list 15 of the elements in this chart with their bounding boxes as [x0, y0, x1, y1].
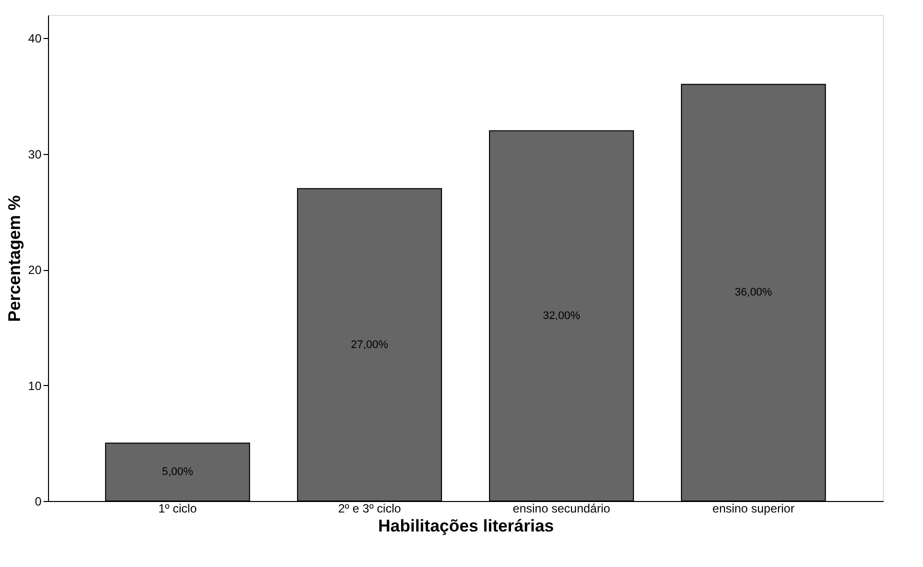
x-tick-label: ensino secundário [512, 502, 610, 516]
y-axis-title: Percentagem % [5, 195, 24, 322]
y-tick-label: 40 [28, 32, 42, 46]
x-axis-title: Habilitações literárias [378, 516, 554, 536]
y-tick-label: 0 [34, 494, 42, 508]
x-tick-label: ensino superior [712, 502, 794, 516]
y-tick-label: 30 [28, 147, 42, 162]
x-tick-label: 1º ciclo [158, 502, 198, 516]
data-label: 27,00% [350, 338, 388, 351]
data-label: 36,00% [734, 286, 772, 299]
y-tick-label: 20 [28, 263, 42, 278]
data-label: 5,00% [162, 466, 194, 478]
data-label: 32,00% [542, 310, 580, 322]
y-tick-label: 10 [28, 378, 42, 393]
x-tick-label: 2º e 3º ciclo [338, 502, 402, 516]
